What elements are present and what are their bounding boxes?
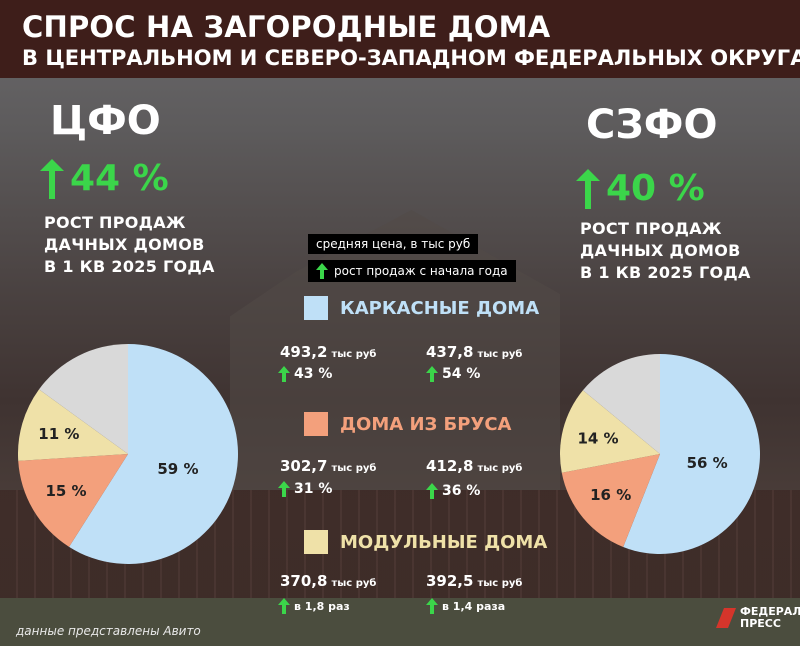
price-unit: тыс руб — [331, 578, 377, 589]
legend-price: средняя цена, в тыс руб — [308, 234, 479, 254]
szfo-description: РОСТ ПРОДАЖ ДАЧНЫХ ДОМОВ В 1 КВ 2025 ГОД… — [580, 218, 751, 284]
category-swatch — [304, 412, 328, 436]
pie-slice — [18, 454, 129, 547]
publisher-logo: ФЕДЕРАЛ ПРЕСС — [716, 606, 800, 630]
legend-growth-label: рост продаж с начала года — [334, 264, 508, 278]
price-value: 392,5 — [426, 572, 474, 590]
publisher-logo-mark — [716, 608, 736, 628]
szfo-growth-row: 36 % — [426, 483, 480, 499]
category-frame: КАРКАСНЫЕ ДОМА — [304, 296, 539, 320]
pie-slice — [39, 344, 128, 454]
cfo-desc-line: В 1 КВ 2025 ГОДА — [44, 257, 215, 276]
pie-slice-label: 15 % — [45, 482, 86, 500]
pie-slice — [623, 354, 760, 554]
pie-slice — [561, 454, 660, 547]
pie-slice-label: 59 % — [157, 460, 198, 478]
growth-value: 54 % — [442, 366, 481, 382]
cfo-growth-row: в 1,8 раз — [278, 598, 350, 614]
growth-value: в 1,8 раз — [294, 599, 350, 613]
szfo-price: 392,5 тыс руб — [426, 572, 522, 590]
legend-growth: рост продаж с начала года — [308, 260, 516, 282]
up-arrow-icon — [278, 598, 290, 614]
price-unit: тыс руб — [331, 463, 377, 474]
growth-value: 31 % — [294, 481, 333, 497]
price-value: 302,7 — [280, 457, 328, 475]
pie-slice-label: 11 % — [38, 425, 79, 443]
szfo-growth-row: 54 % — [426, 366, 480, 382]
szfo-desc-line: В 1 КВ 2025 ГОДА — [580, 263, 751, 282]
up-arrow-icon — [316, 263, 328, 279]
up-arrow-icon — [278, 481, 290, 497]
category-swatch — [304, 296, 328, 320]
szfo-growth-value: 40 % — [606, 168, 705, 209]
region-cfo-title: ЦФО — [50, 98, 161, 144]
cfo-desc-line: РОСТ ПРОДАЖ — [44, 213, 186, 232]
cfo-price: 493,2 тыс руб — [280, 343, 376, 361]
category-name: КАРКАСНЫЕ ДОМА — [340, 297, 540, 319]
publisher-logo-text: ФЕДЕРАЛ ПРЕСС — [740, 606, 800, 630]
background-ground — [0, 598, 800, 646]
pie-slice — [582, 354, 660, 454]
price-value: 493,2 — [280, 343, 328, 361]
category-swatch — [304, 530, 328, 554]
up-arrow-icon — [426, 483, 438, 499]
cfo-growth: 44 % — [40, 158, 169, 199]
pie-slice-label: 16 % — [590, 486, 631, 504]
category-timber: ДОМА ИЗ БРУСА — [304, 412, 512, 436]
region-szfo-title: СЗФО — [586, 102, 718, 148]
szfo-price: 437,8 тыс руб — [426, 343, 522, 361]
szfo-desc-line: РОСТ ПРОДАЖ — [580, 219, 722, 238]
category-modular: МОДУЛЬНЫЕ ДОМА — [304, 530, 547, 554]
szfo-growth: 40 % — [576, 168, 705, 209]
price-value: 370,8 — [280, 572, 328, 590]
pie-slice — [560, 390, 660, 473]
cfo-price: 302,7 тыс руб — [280, 457, 376, 475]
price-unit: тыс руб — [477, 349, 523, 360]
pie-chart-cfo: 59 % 15 % 11 % — [18, 344, 238, 564]
up-arrow-icon — [40, 158, 64, 199]
header-bar: СПРОС НА ЗАГОРОДНЫЕ ДОМА В ЦЕНТРАЛЬНОМ И… — [0, 0, 800, 78]
price-unit: тыс руб — [477, 578, 523, 589]
pie-slice-label: 14 % — [577, 429, 618, 447]
growth-value: 36 % — [442, 483, 481, 499]
cfo-description: РОСТ ПРОДАЖ ДАЧНЫХ ДОМОВ В 1 КВ 2025 ГОД… — [44, 212, 215, 278]
subtitle: В ЦЕНТРАЛЬНОМ И СЕВЕРО-ЗАПАДНОМ ФЕДЕРАЛЬ… — [22, 46, 800, 70]
category-name: ДОМА ИЗ БРУСА — [340, 413, 512, 435]
growth-value: в 1,4 раза — [442, 599, 506, 613]
cfo-growth-value: 44 % — [70, 158, 169, 199]
price-unit: тыс руб — [331, 349, 377, 360]
cfo-price: 370,8 тыс руб — [280, 572, 376, 590]
szfo-price: 412,8 тыс руб — [426, 457, 522, 475]
price-value: 412,8 — [426, 457, 474, 475]
pie-slice — [18, 389, 128, 461]
price-value: 437,8 — [426, 343, 474, 361]
up-arrow-icon — [426, 598, 438, 614]
up-arrow-icon — [576, 168, 600, 209]
szfo-growth-row: в 1,4 раза — [426, 598, 505, 614]
logo-line: ПРЕСС — [740, 617, 781, 630]
category-name: МОДУЛЬНЫЕ ДОМА — [340, 531, 548, 553]
pie-chart-szfo: 56 % 16 % 14 % — [560, 354, 760, 554]
title: СПРОС НА ЗАГОРОДНЫЕ ДОМА — [22, 10, 551, 44]
up-arrow-icon — [278, 366, 290, 382]
up-arrow-icon — [426, 366, 438, 382]
price-unit: тыс руб — [477, 463, 523, 474]
growth-value: 43 % — [294, 366, 333, 382]
source-note: данные представлены Авито — [16, 624, 201, 638]
szfo-desc-line: ДАЧНЫХ ДОМОВ — [580, 241, 741, 260]
pie-slice-label: 56 % — [687, 454, 728, 472]
pie-slice — [69, 344, 238, 564]
cfo-desc-line: ДАЧНЫХ ДОМОВ — [44, 235, 205, 254]
cfo-growth-row: 43 % — [278, 366, 332, 382]
cfo-growth-row: 31 % — [278, 481, 332, 497]
logo-line: ФЕДЕРАЛ — [740, 605, 800, 618]
